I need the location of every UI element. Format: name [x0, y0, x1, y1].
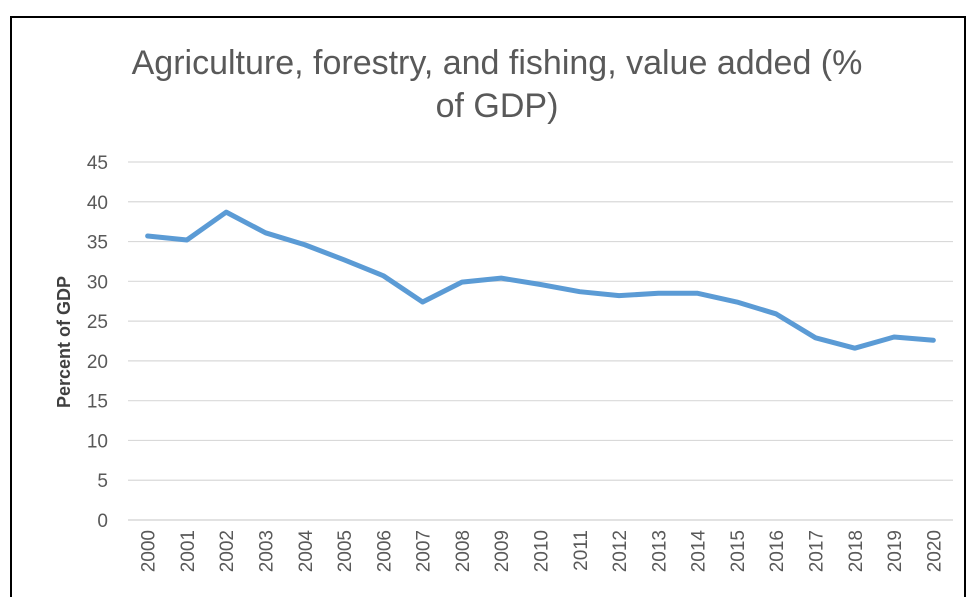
x-tick-label: 2015 [728, 530, 749, 572]
x-tick-label: 2006 [374, 530, 395, 572]
y-tick-label: 45 [87, 153, 108, 174]
x-tick-label: 2019 [885, 530, 906, 572]
y-axis-label: Percent of GDP [54, 276, 74, 408]
x-axis-ticks: 2000 2001 2002 2003 2004 2005 2006 2007 2008 2009… [139, 530, 946, 573]
y-tick-label: 30 [87, 272, 108, 293]
y-tick-label: 15 [87, 392, 108, 413]
gridlines [128, 161, 953, 521]
x-tick-label: 2013 [649, 530, 670, 572]
chart-title-line-2: of GDP) [436, 87, 559, 125]
y-tick-label: 35 [87, 233, 108, 254]
x-tick-label: 2011 [571, 530, 592, 571]
x-tick-label: 2020 [924, 530, 945, 572]
x-tick-label: 2000 [139, 530, 160, 572]
x-tick-label: 2017 [807, 530, 828, 572]
x-tick-label: 2007 [414, 530, 435, 572]
x-tick-label: 2002 [217, 530, 238, 572]
x-tick-label: 2012 [610, 530, 631, 572]
x-tick-label: 2003 [257, 530, 278, 572]
x-tick-label: 2016 [767, 530, 788, 572]
y-tick-label: 0 [97, 511, 108, 532]
x-tick-label: 2004 [296, 530, 317, 573]
x-tick-label: 2018 [846, 530, 867, 572]
y-tick-label: 40 [87, 193, 108, 214]
y-axis-ticks: 0 5 10 15 20 25 30 35 40 45 [87, 153, 108, 532]
x-tick-label: 2001 [178, 530, 199, 572]
x-tick-label: 2008 [453, 530, 474, 572]
x-tick-label: 2010 [532, 530, 553, 572]
y-tick-label: 20 [87, 352, 108, 373]
x-tick-label: 2005 [335, 530, 356, 572]
chart-frame [10, 16, 966, 597]
x-tick-label: 2014 [689, 530, 710, 573]
series-group [145, 209, 936, 351]
series-line [145, 209, 936, 351]
y-tick-label: 25 [87, 312, 108, 333]
x-tick-label: 2009 [492, 530, 513, 572]
chart-title-line-1: Agriculture, forestry, and fishing, valu… [132, 44, 863, 82]
y-tick-label: 10 [87, 431, 108, 452]
y-tick-label: 5 [97, 471, 108, 492]
